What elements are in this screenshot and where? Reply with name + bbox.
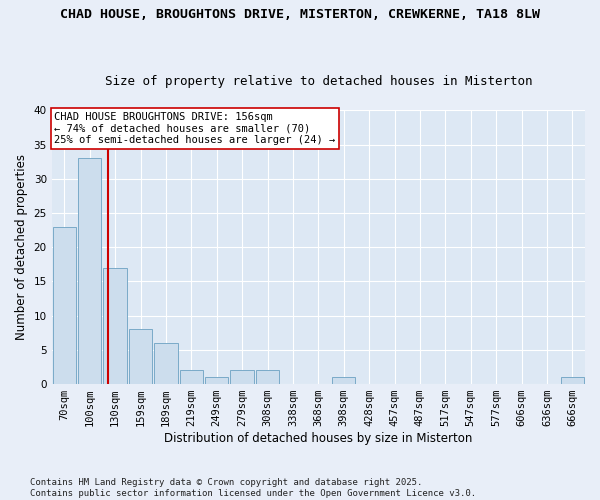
Text: CHAD HOUSE BROUGHTONS DRIVE: 156sqm
← 74% of detached houses are smaller (70)
25: CHAD HOUSE BROUGHTONS DRIVE: 156sqm ← 74… xyxy=(55,112,335,145)
Y-axis label: Number of detached properties: Number of detached properties xyxy=(15,154,28,340)
Text: CHAD HOUSE, BROUGHTONS DRIVE, MISTERTON, CREWKERNE, TA18 8LW: CHAD HOUSE, BROUGHTONS DRIVE, MISTERTON,… xyxy=(60,8,540,20)
X-axis label: Distribution of detached houses by size in Misterton: Distribution of detached houses by size … xyxy=(164,432,473,445)
Bar xyxy=(154,343,178,384)
Bar xyxy=(256,370,279,384)
Bar xyxy=(332,377,355,384)
Bar xyxy=(103,268,127,384)
Bar xyxy=(205,377,229,384)
Bar xyxy=(560,377,584,384)
Bar xyxy=(230,370,254,384)
Title: Size of property relative to detached houses in Misterton: Size of property relative to detached ho… xyxy=(104,76,532,88)
Bar xyxy=(129,330,152,384)
Bar xyxy=(53,227,76,384)
Text: Contains HM Land Registry data © Crown copyright and database right 2025.
Contai: Contains HM Land Registry data © Crown c… xyxy=(30,478,476,498)
Bar xyxy=(179,370,203,384)
Bar xyxy=(78,158,101,384)
